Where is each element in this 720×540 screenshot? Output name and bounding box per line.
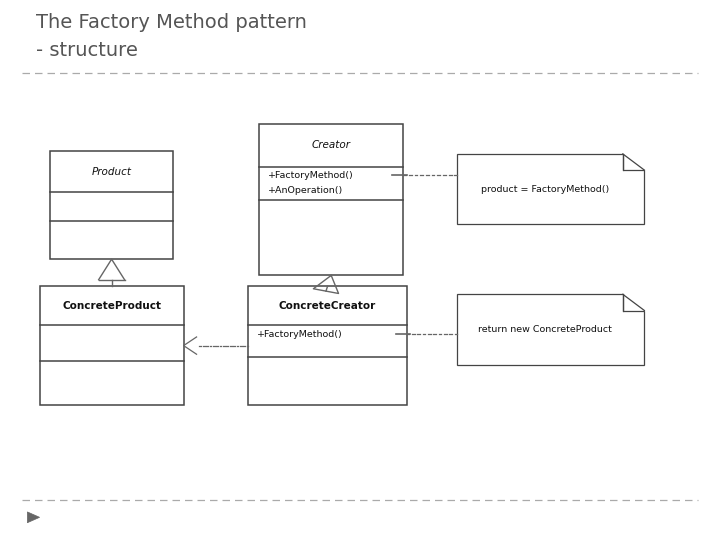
Text: +AnOperation(): +AnOperation() bbox=[268, 186, 343, 195]
Bar bbox=[50, 151, 173, 259]
Text: ConcreteProduct: ConcreteProduct bbox=[62, 301, 161, 311]
Text: +FactoryMethod(): +FactoryMethod() bbox=[268, 171, 354, 180]
Text: Creator: Creator bbox=[312, 140, 351, 150]
Text: - structure: - structure bbox=[36, 40, 138, 59]
Polygon shape bbox=[457, 154, 644, 224]
Text: return new ConcreteProduct: return new ConcreteProduct bbox=[479, 325, 612, 334]
Bar bbox=[40, 286, 184, 405]
Text: product = FactoryMethod(): product = FactoryMethod() bbox=[481, 185, 610, 193]
Polygon shape bbox=[457, 294, 644, 364]
Bar bbox=[259, 124, 403, 275]
Text: Product: Product bbox=[91, 167, 132, 177]
Polygon shape bbox=[27, 512, 40, 523]
Text: ConcreteCreator: ConcreteCreator bbox=[279, 301, 377, 311]
Text: The Factory Method pattern: The Factory Method pattern bbox=[36, 14, 307, 32]
Text: +FactoryMethod(): +FactoryMethod() bbox=[257, 330, 343, 339]
Bar bbox=[248, 286, 407, 405]
